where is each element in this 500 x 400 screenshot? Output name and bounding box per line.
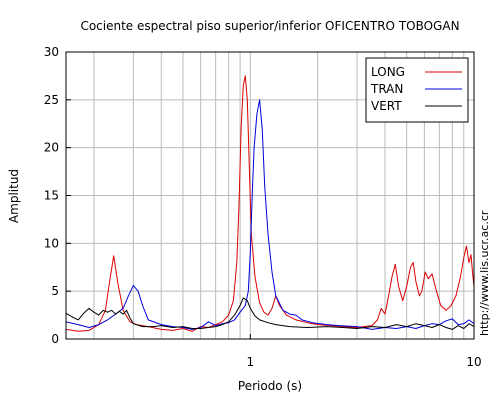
legend: LONG TRAN VERT	[365, 57, 469, 123]
legend-label-long: LONG	[371, 65, 405, 79]
y-tick-label: 5	[51, 284, 59, 298]
x-tick-label: 1	[246, 355, 254, 369]
y-tick-label: 15	[44, 189, 59, 203]
x-axis-label: Periodo (s)	[238, 379, 302, 393]
series-line-tran	[66, 99, 474, 330]
chart-title: Cociente espectral piso superior/inferio…	[80, 19, 459, 33]
x-tick-label: 10	[466, 355, 481, 369]
y-tick-label: 0	[51, 332, 59, 346]
legend-label-tran: TRAN	[370, 82, 403, 96]
y-tick-label: 25	[44, 93, 59, 107]
series-line-vert	[66, 297, 474, 330]
legend-box	[365, 57, 469, 123]
y-tick-label: 30	[44, 45, 59, 59]
legend-label-vert: VERT	[371, 99, 402, 113]
series-layer	[66, 75, 474, 332]
watermark-url: http://www.lis.ucr.ac.cr	[478, 210, 491, 336]
y-tick-label: 20	[44, 141, 59, 155]
y-axis-label: Amplitud	[7, 169, 21, 223]
axis-ticks: 0 5 10 15 20 25 30 1 10	[44, 45, 482, 369]
y-tick-label: 10	[44, 236, 59, 250]
